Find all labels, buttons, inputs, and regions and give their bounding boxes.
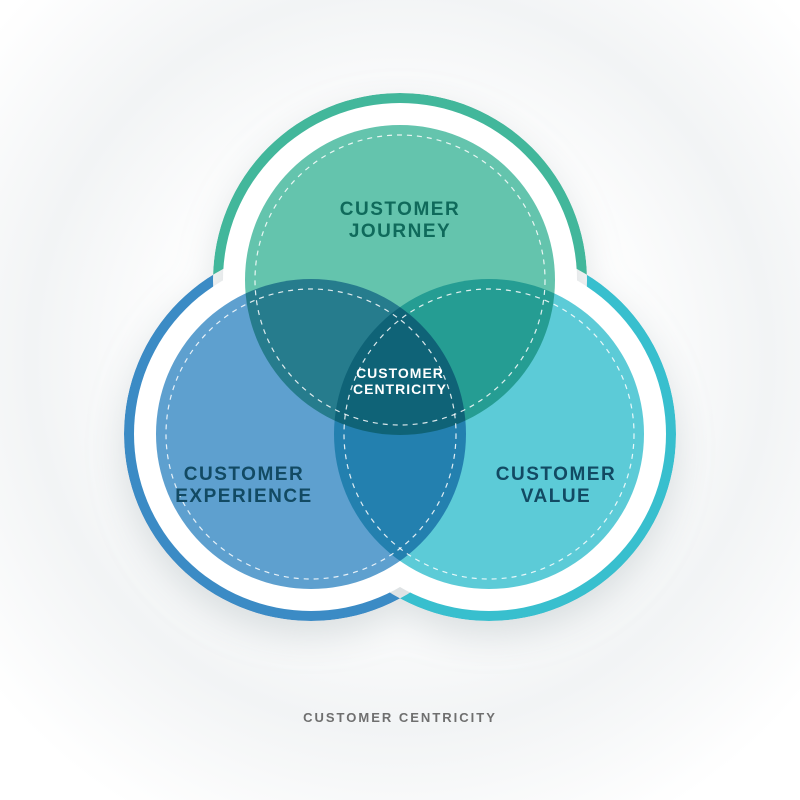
label-experience: CUSTOMEREXPERIENCE	[175, 464, 312, 507]
diagram-caption: CUSTOMER CENTRICITY	[0, 710, 800, 725]
diagram-stage: CUSTOMERJOURNEY CUSTOMEREXPERIENCE CUSTOME…	[0, 0, 800, 800]
venn-circles	[156, 125, 644, 589]
label-journey: CUSTOMERJOURNEY	[340, 199, 460, 242]
venn-diagram: CUSTOMERJOURNEY CUSTOMEREXPERIENCE CUSTOME…	[0, 0, 800, 800]
label-center: CUSTOMERCENTRICITY	[353, 365, 447, 397]
venn-circle-right	[334, 279, 644, 589]
